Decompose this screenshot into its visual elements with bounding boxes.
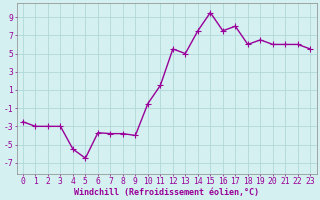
X-axis label: Windchill (Refroidissement éolien,°C): Windchill (Refroidissement éolien,°C) xyxy=(74,188,259,197)
